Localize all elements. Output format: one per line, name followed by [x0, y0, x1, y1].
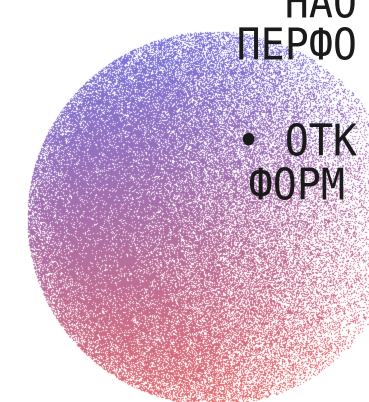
text-line-2: ПЕРФО — [236, 20, 357, 71]
text-line-4: ФОРМ — [248, 160, 345, 211]
noise-gradient-circle — [26, 30, 369, 402]
text-line-1: НАО — [284, 0, 357, 29]
text-line-3: • ОТК — [236, 116, 357, 167]
